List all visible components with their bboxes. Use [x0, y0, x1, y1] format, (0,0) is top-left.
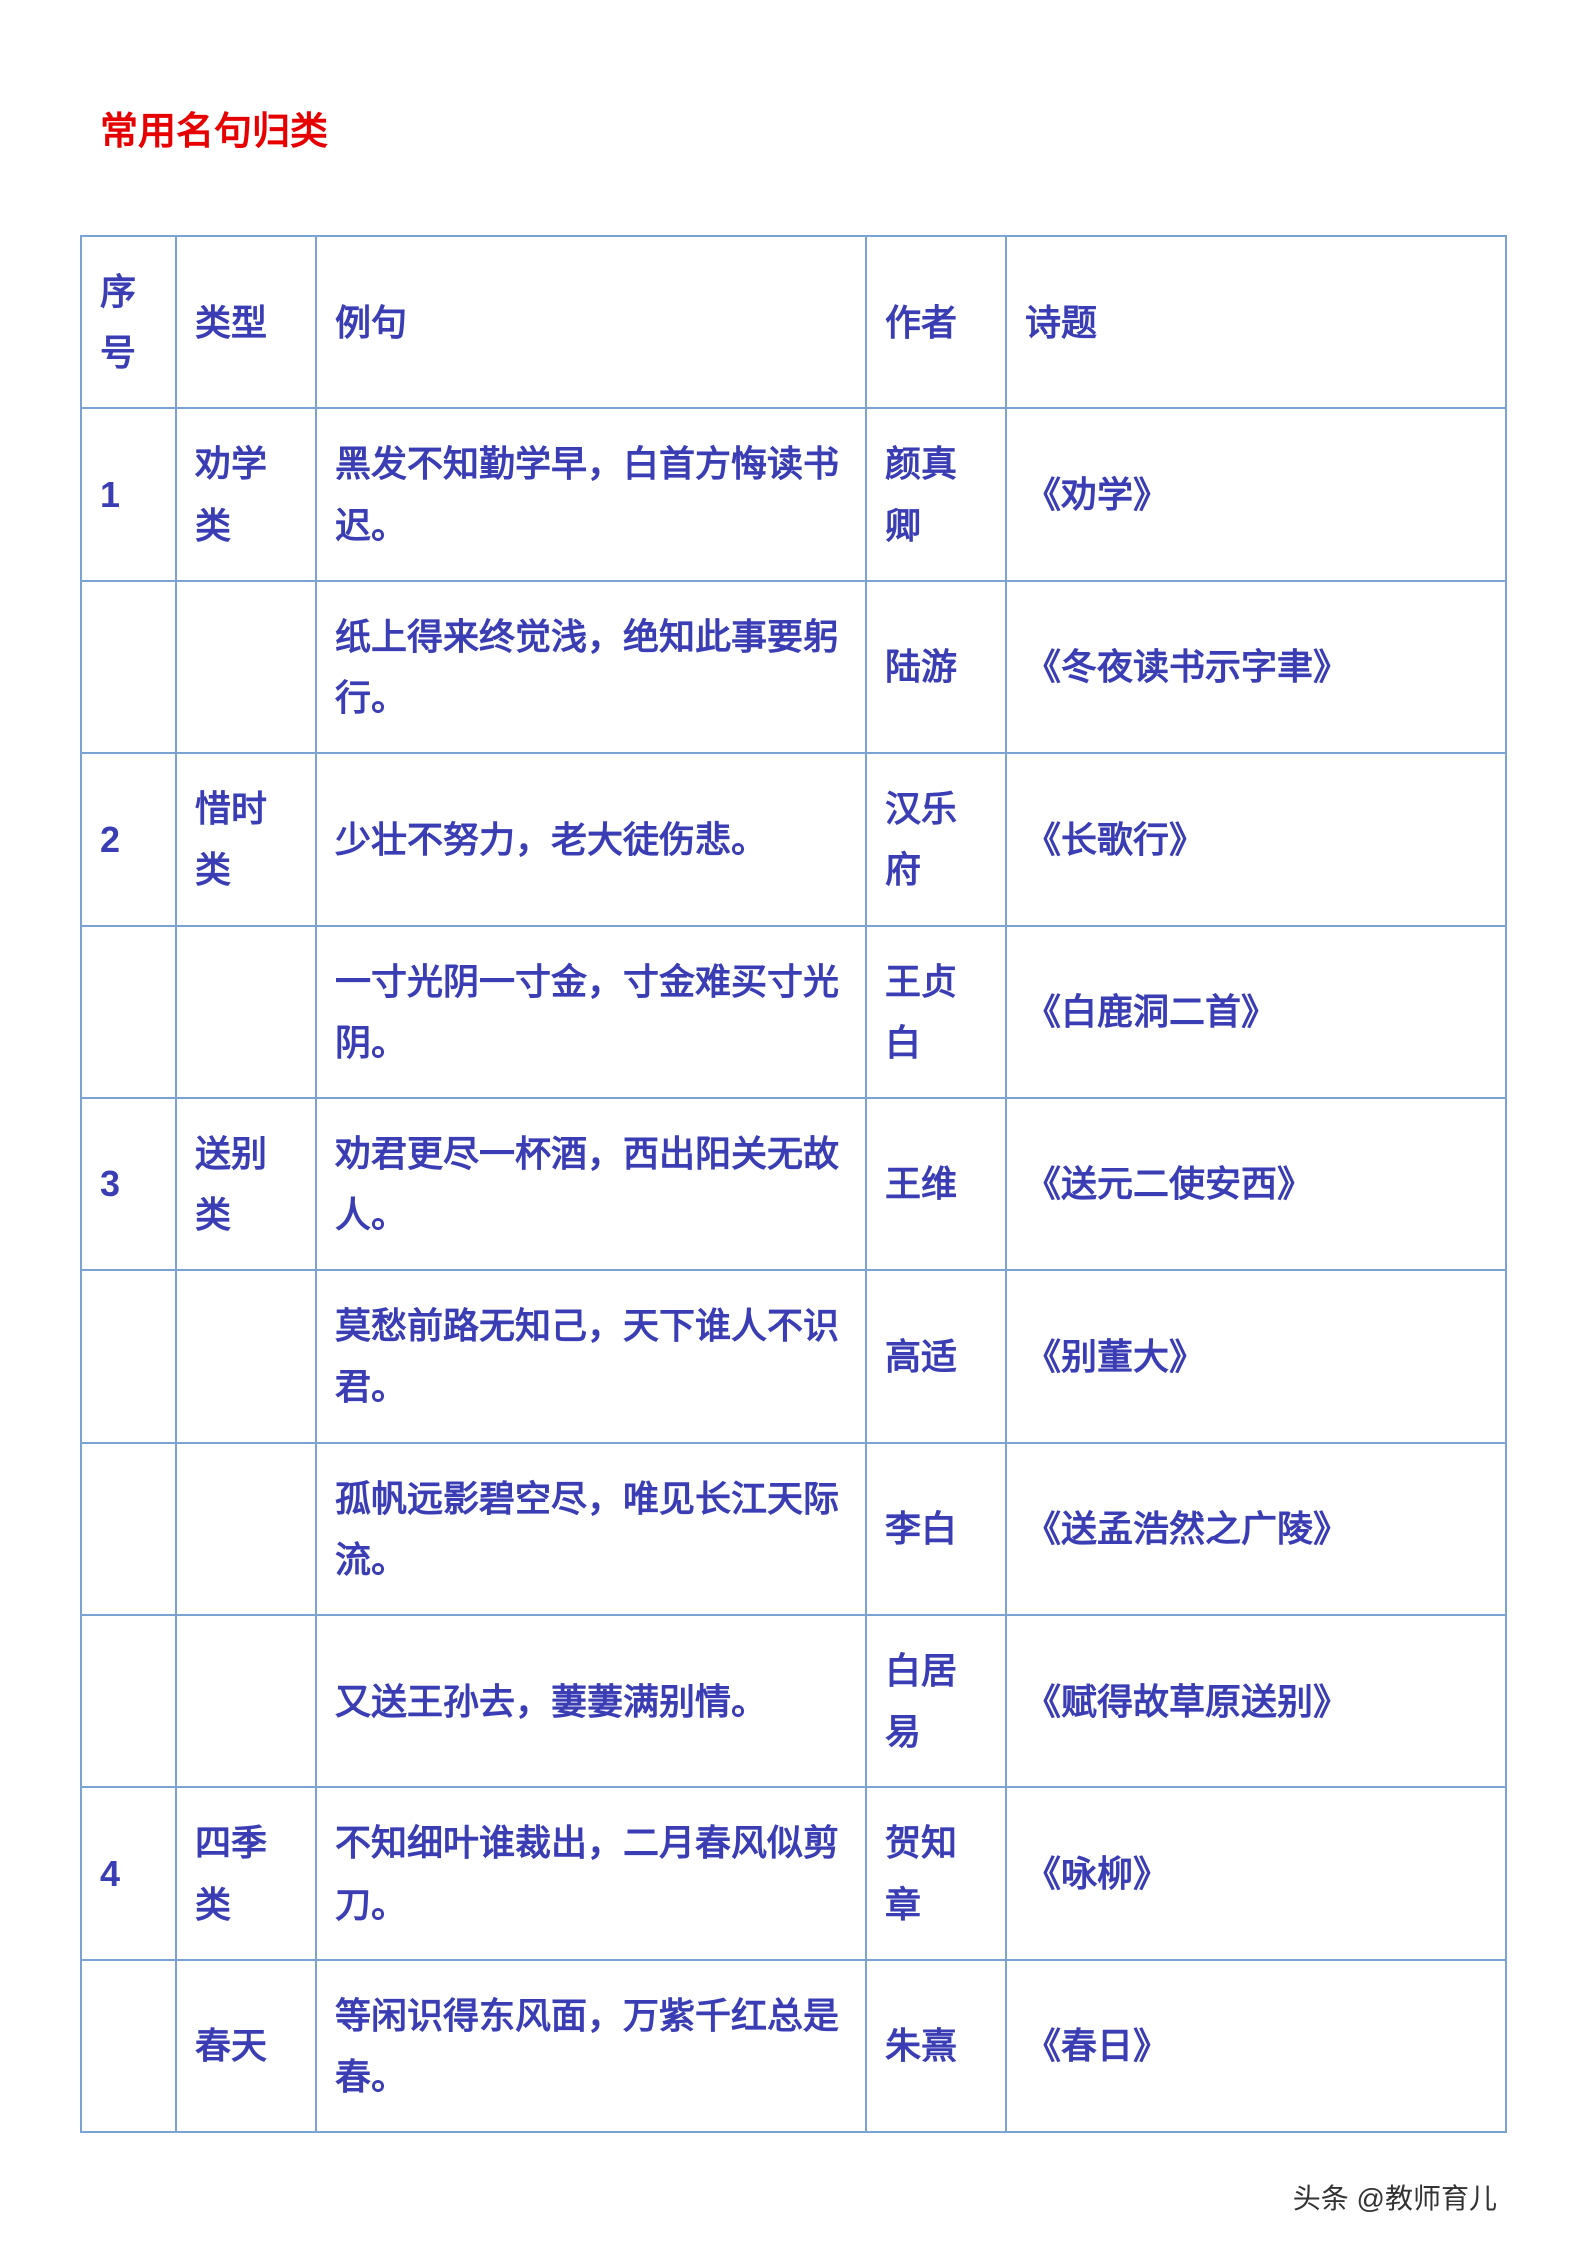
cell-quote: 又送王孙去，萋萋满别情。	[316, 1615, 866, 1787]
cell-quote: 孤帆远影碧空尽，唯见长江天际流。	[316, 1443, 866, 1615]
cell-type	[176, 1270, 316, 1442]
watermark-text: 头条 @教师育儿	[1293, 2177, 1497, 2217]
cell-type: 劝学类	[176, 408, 316, 580]
cell-num: 3	[81, 1098, 176, 1270]
cell-author: 李白	[866, 1443, 1006, 1615]
cell-author: 陆游	[866, 581, 1006, 753]
page-title: 常用名句归类	[100, 100, 1507, 155]
col-header-type: 类型	[176, 236, 316, 408]
cell-quote: 不知细叶谁裁出，二月春风似剪刀。	[316, 1787, 866, 1959]
cell-author: 王贞白	[866, 926, 1006, 1098]
cell-quote: 黑发不知勤学早，白首方悔读书迟。	[316, 408, 866, 580]
cell-type	[176, 581, 316, 753]
cell-title: 《赋得故草原送别》	[1006, 1615, 1506, 1787]
cell-quote: 莫愁前路无知己，天下谁人不识君。	[316, 1270, 866, 1442]
cell-num	[81, 1270, 176, 1442]
table-row: 3 送别类 劝君更尽一杯酒，西出阳关无故人。 王维 《送元二使安西》	[81, 1098, 1506, 1270]
cell-title: 《劝学》	[1006, 408, 1506, 580]
cell-quote: 少壮不努力，老大徒伤悲。	[316, 753, 866, 925]
cell-author: 汉乐府	[866, 753, 1006, 925]
cell-type	[176, 926, 316, 1098]
cell-author: 王维	[866, 1098, 1006, 1270]
col-header-title: 诗题	[1006, 236, 1506, 408]
cell-author: 朱熹	[866, 1960, 1006, 2132]
cell-title: 《别董大》	[1006, 1270, 1506, 1442]
cell-num: 2	[81, 753, 176, 925]
col-header-quote: 例句	[316, 236, 866, 408]
table-row: 莫愁前路无知己，天下谁人不识君。 高适 《别董大》	[81, 1270, 1506, 1442]
table-row: 孤帆远影碧空尽，唯见长江天际流。 李白 《送孟浩然之广陵》	[81, 1443, 1506, 1615]
cell-num	[81, 581, 176, 753]
table-row: 纸上得来终觉浅，绝知此事要躬行。 陆游 《冬夜读书示字聿》	[81, 581, 1506, 753]
cell-title: 《长歌行》	[1006, 753, 1506, 925]
cell-author: 颜真卿	[866, 408, 1006, 580]
cell-type	[176, 1615, 316, 1787]
col-header-num: 序号	[81, 236, 176, 408]
cell-title: 《白鹿洞二首》	[1006, 926, 1506, 1098]
cell-num: 1	[81, 408, 176, 580]
cell-author: 高适	[866, 1270, 1006, 1442]
table-row: 4 四季类 不知细叶谁裁出，二月春风似剪刀。 贺知章 《咏柳》	[81, 1787, 1506, 1959]
cell-quote: 劝君更尽一杯酒，西出阳关无故人。	[316, 1098, 866, 1270]
cell-author: 贺知章	[866, 1787, 1006, 1959]
table-body: 1 劝学类 黑发不知勤学早，白首方悔读书迟。 颜真卿 《劝学》 纸上得来终觉浅，…	[81, 408, 1506, 2132]
cell-num	[81, 1443, 176, 1615]
table-row: 1 劝学类 黑发不知勤学早，白首方悔读书迟。 颜真卿 《劝学》	[81, 408, 1506, 580]
cell-quote: 一寸光阴一寸金，寸金难买寸光阴。	[316, 926, 866, 1098]
cell-title: 《送孟浩然之广陵》	[1006, 1443, 1506, 1615]
cell-title: 《春日》	[1006, 1960, 1506, 2132]
cell-type: 四季类	[176, 1787, 316, 1959]
cell-type: 春天	[176, 1960, 316, 2132]
cell-num	[81, 926, 176, 1098]
table-header-row: 序号 类型 例句 作者 诗题	[81, 236, 1506, 408]
cell-type	[176, 1443, 316, 1615]
cell-title: 《咏柳》	[1006, 1787, 1506, 1959]
table-row: 2 惜时类 少壮不努力，老大徒伤悲。 汉乐府 《长歌行》	[81, 753, 1506, 925]
cell-type: 送别类	[176, 1098, 316, 1270]
cell-type: 惜时类	[176, 753, 316, 925]
cell-author: 白居易	[866, 1615, 1006, 1787]
cell-quote: 纸上得来终觉浅，绝知此事要躬行。	[316, 581, 866, 753]
cell-title: 《冬夜读书示字聿》	[1006, 581, 1506, 753]
cell-num: 4	[81, 1787, 176, 1959]
cell-title: 《送元二使安西》	[1006, 1098, 1506, 1270]
table-row: 春天 等闲识得东风面，万紫千红总是春。 朱熹 《春日》	[81, 1960, 1506, 2132]
table-row: 一寸光阴一寸金，寸金难买寸光阴。 王贞白 《白鹿洞二首》	[81, 926, 1506, 1098]
quotes-table: 序号 类型 例句 作者 诗题 1 劝学类 黑发不知勤学早，白首方悔读书迟。 颜真…	[80, 235, 1507, 2133]
col-header-author: 作者	[866, 236, 1006, 408]
cell-num	[81, 1615, 176, 1787]
cell-quote: 等闲识得东风面，万紫千红总是春。	[316, 1960, 866, 2132]
cell-num	[81, 1960, 176, 2132]
table-row: 又送王孙去，萋萋满别情。 白居易 《赋得故草原送别》	[81, 1615, 1506, 1787]
